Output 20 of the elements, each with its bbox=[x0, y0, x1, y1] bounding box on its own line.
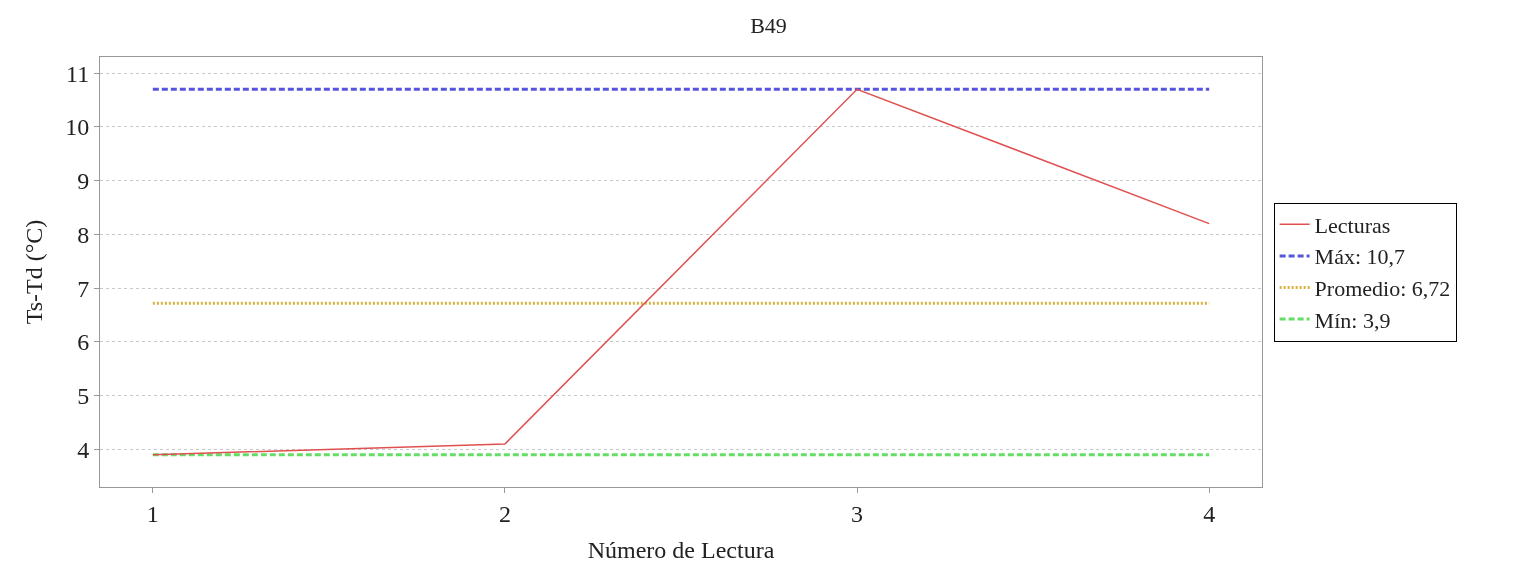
y-axis-title: Ts-Td (°C) bbox=[21, 219, 48, 325]
chart-title: B49 bbox=[750, 12, 787, 38]
legend-label: Lecturas bbox=[1314, 212, 1391, 238]
legend-label: Mín: 3,9 bbox=[1314, 307, 1391, 333]
x-tick-label: 4 bbox=[1203, 500, 1216, 527]
y-tick-label: 5 bbox=[77, 383, 90, 410]
y-tick-label: 9 bbox=[77, 168, 90, 195]
y-tick-label: 4 bbox=[77, 436, 90, 463]
y-tick-label: 7 bbox=[77, 275, 90, 302]
x-tick-label: 2 bbox=[498, 500, 511, 527]
y-tick-label: 6 bbox=[77, 329, 90, 356]
y-tick-label: 11 bbox=[66, 60, 90, 87]
y-tick-label: 10 bbox=[65, 114, 90, 141]
x-axis-title: Número de Lectura bbox=[587, 537, 775, 564]
line-series bbox=[152, 88, 1210, 456]
y-tick-label: 8 bbox=[77, 221, 90, 248]
x-tick-label: 3 bbox=[851, 500, 864, 527]
legend-label: Promedio: 6,72 bbox=[1314, 276, 1451, 302]
legend-label: Máx: 10,7 bbox=[1314, 244, 1406, 270]
x-tick-label: 1 bbox=[146, 500, 159, 527]
